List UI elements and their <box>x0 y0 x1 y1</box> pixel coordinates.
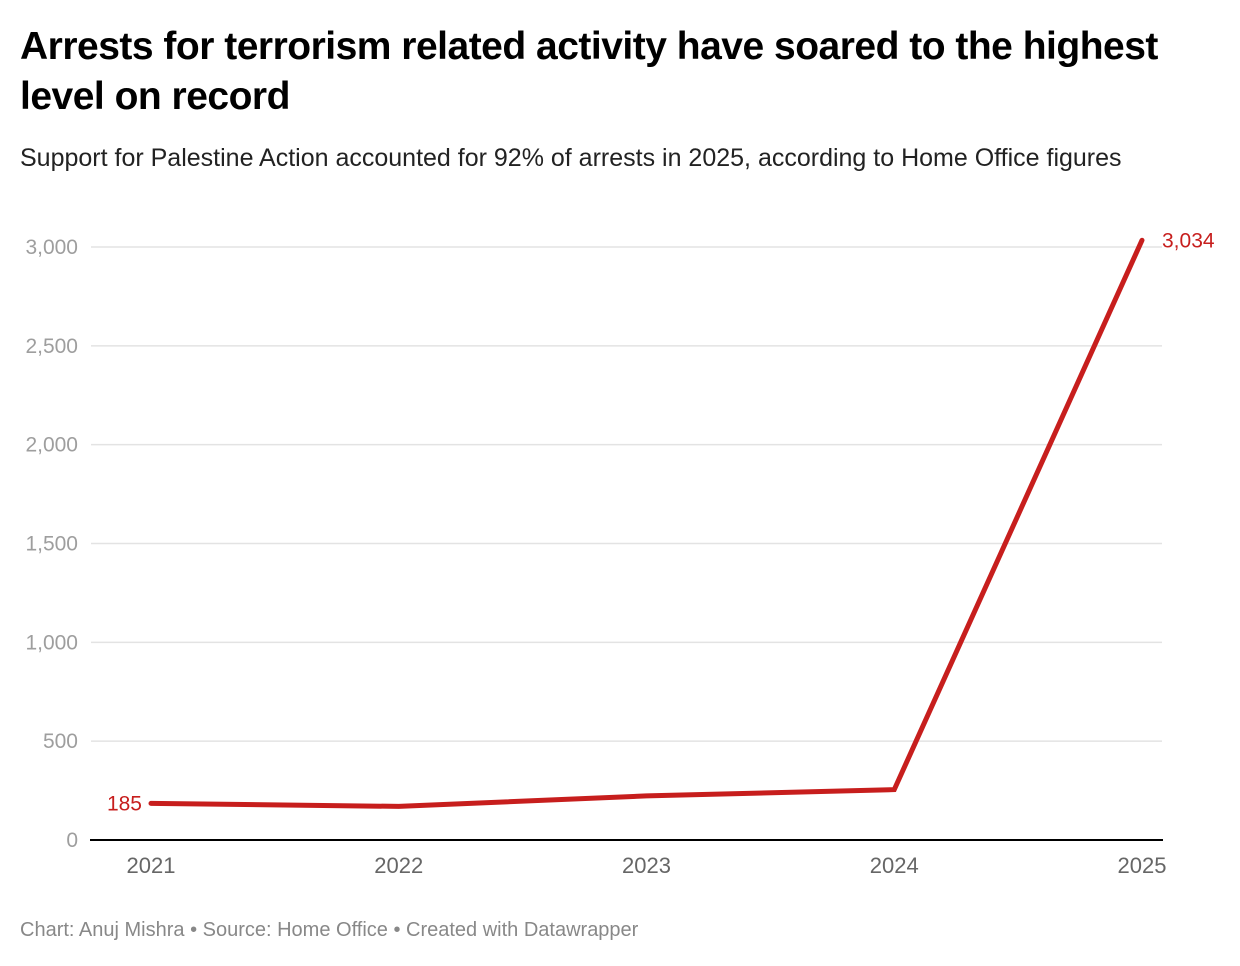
chart-title: Arrests for terrorism related activity h… <box>20 25 1158 118</box>
x-axis-ticks: 2021 2022 2023 2024 2025 <box>127 853 1167 878</box>
x-tick-label: 2024 <box>870 853 919 878</box>
y-tick-label: 1,000 <box>25 631 78 654</box>
x-tick-label: 2022 <box>374 853 423 878</box>
x-tick-label: 2025 <box>1118 853 1167 878</box>
y-tick-label: 500 <box>43 730 78 753</box>
y-tick-label: 2,000 <box>25 434 78 457</box>
data-labels: 185 3,034 <box>107 229 1215 815</box>
y-tick-label: 1,500 <box>25 533 78 556</box>
y-tick-label: 0 <box>66 829 78 852</box>
y-tick-label: 2,500 <box>25 335 78 358</box>
x-tick-label: 2023 <box>622 853 671 878</box>
chart-subtitle: Support for Palestine Action accounted f… <box>20 144 1122 172</box>
data-label: 185 <box>107 792 142 815</box>
series-line <box>148 237 1145 809</box>
y-tick-label: 3,000 <box>25 236 78 259</box>
data-label: 3,034 <box>1162 229 1215 252</box>
y-axis-ticks: 0 500 1,000 1,500 2,000 2,500 3,000 <box>25 236 78 852</box>
x-tick-label: 2021 <box>127 853 176 878</box>
gridlines <box>91 246 1162 742</box>
chart-credits: Chart: Anuj Mishra • Source: Home Office… <box>20 919 639 941</box>
series <box>148 237 1145 809</box>
